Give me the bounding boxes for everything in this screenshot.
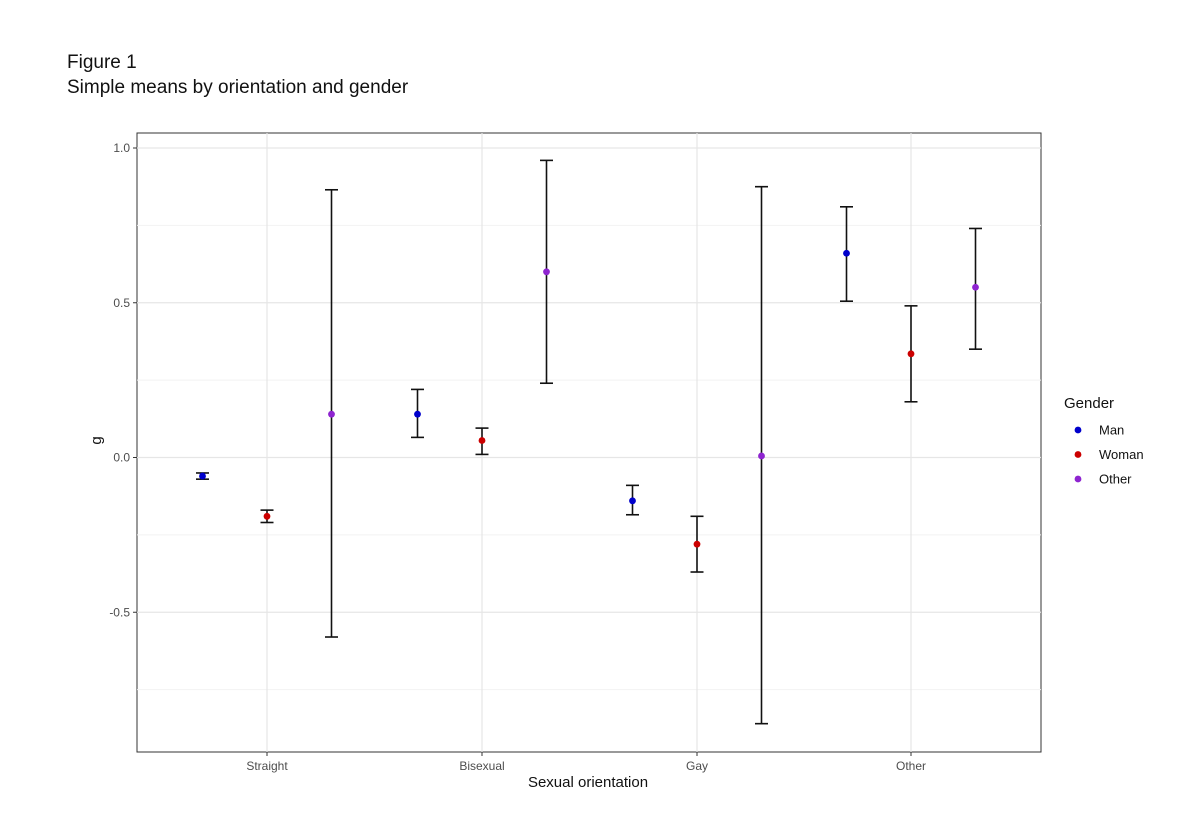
- series-man: [196, 206, 853, 516]
- y-tick-label: 0.5: [113, 296, 130, 310]
- data-point: [414, 410, 421, 418]
- y-tick-label: 0.0: [113, 451, 130, 465]
- data-point: [758, 452, 765, 460]
- legend-key: [1074, 475, 1082, 483]
- series-woman: [260, 305, 918, 573]
- legend-label: Other: [1099, 472, 1132, 487]
- data-point: [328, 410, 335, 418]
- data-point: [629, 497, 636, 505]
- legend-key: [1074, 451, 1082, 458]
- legend-label: Woman: [1099, 447, 1144, 462]
- x-tick-label: Bisexual: [459, 759, 504, 773]
- y-axis-title: g: [88, 436, 105, 444]
- x-axis-title: Sexual orientation: [528, 774, 648, 791]
- legend-title: Gender: [1064, 395, 1114, 412]
- plot-panel: [136, 132, 1042, 753]
- data-point: [843, 249, 850, 257]
- series-other: [325, 159, 982, 725]
- data-point: [693, 540, 701, 548]
- data-point: [907, 350, 915, 358]
- figure-caption: Figure 1 Simple means by orientation and…: [67, 50, 408, 100]
- x-tick-label: Other: [896, 759, 926, 773]
- data-point: [199, 472, 206, 480]
- data-point: [478, 437, 486, 444]
- legend-key: [1074, 426, 1082, 434]
- y-tick-label: -0.5: [109, 605, 130, 619]
- legend-label: Man: [1099, 423, 1124, 438]
- data-point: [263, 512, 271, 520]
- figure-number: Figure 1: [67, 52, 137, 73]
- x-tick-label: Straight: [246, 759, 288, 773]
- x-tick-label: Gay: [686, 759, 708, 773]
- data-point: [972, 283, 979, 291]
- data-point: [543, 268, 550, 276]
- figure-title: Simple means by orientation and gender: [67, 77, 409, 98]
- y-tick-label: 1.0: [113, 141, 130, 155]
